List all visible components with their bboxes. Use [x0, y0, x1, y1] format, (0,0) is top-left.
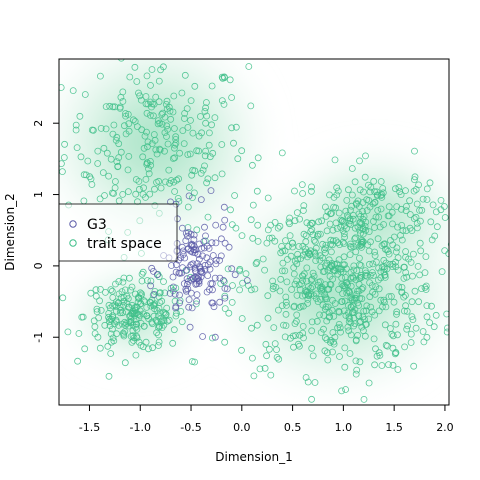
- y-tick-label: 1: [32, 191, 45, 198]
- x-axis: -1.5 -1.0 -0.5 0.0 0.5 1.0 1.5 2.0: [79, 405, 454, 434]
- trait-space-point: [469, 233, 475, 239]
- g3-point: [217, 299, 223, 305]
- trait-space-point: [309, 396, 315, 402]
- trait-space-point: [454, 221, 460, 227]
- trait-space-point: [60, 295, 66, 301]
- trait-space-point: [312, 419, 318, 425]
- g3-point: [205, 273, 211, 279]
- trait-space-point: [250, 202, 256, 208]
- trait-space-point: [292, 188, 298, 194]
- trait-space-point: [75, 358, 81, 364]
- y-tick-label: 2: [32, 120, 45, 127]
- g3-point: [188, 290, 194, 296]
- trait-space-point: [20, 128, 26, 134]
- x-tick-label: 0.5: [284, 421, 302, 434]
- trait-space-point: [469, 221, 475, 227]
- g3-point: [226, 244, 232, 250]
- y-tick-label: 0: [32, 262, 45, 269]
- trait-space-point: [48, 92, 54, 98]
- trait-space-point: [455, 268, 461, 274]
- g3-point: [213, 261, 219, 267]
- legend: G3 trait space: [59, 204, 177, 261]
- trait-space-point: [363, 153, 369, 159]
- g3-point: [202, 224, 208, 230]
- trait-space-point: [65, 329, 71, 335]
- x-tick-label: -1.0: [130, 421, 151, 434]
- y-tick-label: -1: [32, 332, 45, 343]
- trait-space-point: [76, 331, 82, 337]
- x-tick-label: 2.0: [436, 421, 454, 434]
- trait-space-point: [239, 233, 245, 239]
- trait-space-point: [53, 174, 59, 180]
- trait-space-point: [251, 373, 257, 379]
- trait-space-point: [457, 280, 463, 286]
- legend-box: [59, 204, 177, 261]
- trait-space-point: [222, 306, 228, 312]
- g3-point: [220, 224, 226, 230]
- trait-space-point: [140, 269, 146, 275]
- trait-space-point: [108, 351, 114, 357]
- trait-space-point: [124, 31, 130, 37]
- trait-space-point: [411, 363, 417, 369]
- trait-space-point: [339, 388, 345, 394]
- trait-space-point: [233, 225, 239, 231]
- trait-space-point: [366, 380, 372, 386]
- legend-trait-space-label: trait space: [87, 236, 162, 252]
- trait-space-point: [451, 325, 457, 331]
- trait-space-point: [82, 346, 88, 352]
- trait-space-point: [265, 195, 271, 201]
- trait-space-point: [99, 45, 105, 51]
- trait-space-point: [248, 217, 254, 223]
- trait-space-point: [249, 355, 255, 361]
- trait-space-point: [326, 406, 332, 412]
- trait-space-point: [266, 405, 272, 411]
- trait-space-point: [306, 456, 312, 462]
- trait-space-point: [136, 51, 142, 57]
- y-axis: -1 0 1 2: [32, 120, 59, 343]
- trait-space-point: [467, 231, 473, 237]
- y-axis-title: Dimension_2: [3, 193, 17, 270]
- g3-point: [213, 222, 219, 228]
- g3-point: [186, 297, 192, 303]
- trait-space-point: [122, 360, 128, 366]
- x-tick-label: 1.5: [385, 421, 403, 434]
- x-tick-label: 0.0: [233, 421, 251, 434]
- trait-space-point: [222, 339, 228, 345]
- g3-point: [222, 217, 228, 223]
- trait-space-point: [454, 265, 460, 271]
- trait-space-point: [279, 150, 285, 156]
- trait-space-point: [254, 188, 260, 194]
- trait-space-point: [239, 347, 245, 353]
- trait-space-point: [343, 387, 349, 393]
- trait-space-point: [255, 155, 261, 161]
- trait-space-point: [361, 396, 367, 402]
- x-tick-label: -0.5: [180, 421, 201, 434]
- g3-point: [200, 334, 206, 340]
- trait-space-point: [189, 39, 195, 45]
- trait-space-point: [442, 248, 448, 254]
- trait-space-point: [456, 356, 462, 362]
- trait-space-point: [228, 207, 234, 213]
- g3-point: [170, 274, 176, 280]
- g3-point: [210, 253, 216, 259]
- trait-space-point: [106, 373, 112, 379]
- legend-g3-label: G3: [87, 217, 107, 233]
- x-axis-title: Dimension_1: [215, 450, 292, 464]
- trait-space-point: [412, 148, 418, 154]
- trait-space-point: [395, 367, 401, 373]
- x-tick-label: 1.0: [335, 421, 353, 434]
- trait-space-point: [312, 380, 318, 386]
- trait-space-point: [332, 157, 338, 163]
- x-tick-label: -1.5: [79, 421, 100, 434]
- trait-space-point: [299, 182, 305, 188]
- trait-space-point: [150, 41, 156, 47]
- trait-space-point: [246, 64, 252, 70]
- trait-space-point: [268, 372, 274, 378]
- trait-space-point: [229, 222, 235, 228]
- trait-space-point: [464, 240, 470, 246]
- g3-point: [194, 292, 200, 298]
